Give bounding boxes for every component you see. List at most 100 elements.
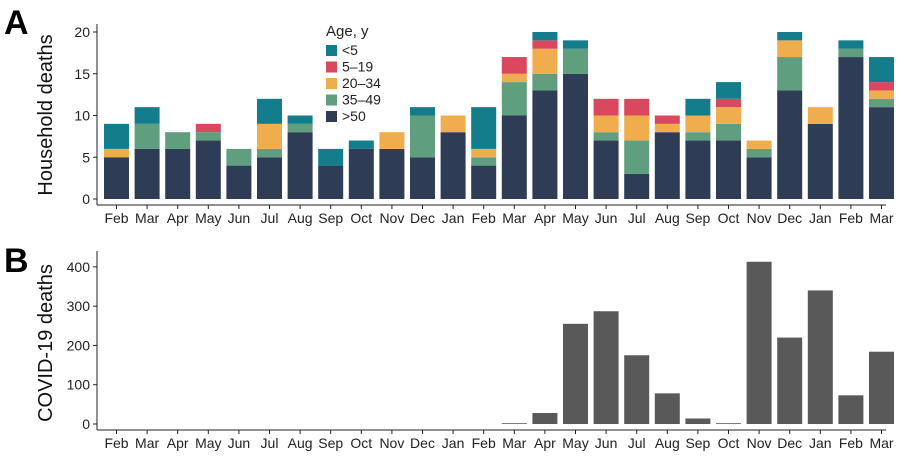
bar-segment [654,123,680,133]
y-tick-label: 20 [74,24,90,40]
bar-segment [532,73,558,91]
x-tick-label: Mar [869,210,893,226]
bar [563,323,588,424]
bar [593,311,619,424]
y-tick-label: 5 [82,149,90,165]
bar-segment [379,132,405,149]
bar-segment [563,48,588,74]
x-tick-label: Nov [747,210,772,226]
panel-b-chart: COVID-19 deaths 0 100 200 300 400 Feb Mar Apr M… [35,251,894,451]
bar-segment [654,115,680,124]
panel-a-bars [104,32,894,199]
bar-segment [134,148,160,199]
bar-segment [593,98,619,116]
bar-segment [471,165,497,199]
x-tick-label: Mar [502,435,526,451]
bar-segment [257,123,282,149]
x-tick-label: May [562,435,588,451]
bar-segment [777,57,803,91]
legend-swatch [326,111,337,122]
y-tick-label: 15 [74,66,90,82]
x-tick-label: Oct [718,210,740,226]
x-tick-label: Aug [288,210,313,226]
bar-segment [195,123,221,133]
bar-segment [257,157,282,199]
bar-segment [624,140,650,174]
bar-segment [318,148,344,166]
bar-segment [501,115,527,199]
x-tick-label: Sep [318,435,343,451]
bar-segment [869,82,894,91]
x-tick-label: Feb [104,435,128,451]
x-tick-label: Aug [288,435,313,451]
bar-segment [410,157,435,199]
bar-segment [104,123,129,149]
bar [746,261,772,424]
bar-segment [287,115,313,124]
x-tick-label: Jan [442,210,465,226]
bar-segment [716,123,741,141]
bar-segment [195,140,221,199]
legend-swatch [326,45,337,56]
bar-segment [746,157,772,199]
panel-a-y-axis-title: Household deaths [35,34,57,195]
bar [532,413,558,424]
bar [838,395,864,424]
bar-segment [654,132,680,199]
x-tick-label: May [195,210,221,226]
bar [654,393,680,424]
bar-segment [532,40,558,49]
bar-segment [501,82,527,116]
bar-segment [746,140,772,149]
x-tick-label: Oct [350,435,372,451]
x-tick-label: Feb [472,210,496,226]
x-tick-label: Mar [135,435,159,451]
x-tick-label: Sep [685,210,710,226]
bar-segment [501,73,527,83]
bar-segment [195,132,221,141]
bar-segment [716,107,741,124]
x-tick-label: Nov [379,210,404,226]
bar-segment [165,132,191,149]
panel-a-x-ticks: Feb Mar Apr May Jun Jul Aug Sep Oct Nov Dec Jan Feb M… [97,204,894,226]
bar [869,351,894,424]
bar-segment [685,115,711,133]
x-tick-label: Jul [628,210,646,226]
x-tick-label: Apr [534,435,556,451]
bar [716,423,741,425]
panel-a-chart: Household deaths 0 5 10 15 20 Feb Mar Apr May Ju… [35,23,894,226]
bar-segment [134,107,160,124]
x-tick-label: Aug [655,210,680,226]
bar-segment [685,132,711,141]
x-tick-label: Mar [502,210,526,226]
bar-segment [624,115,650,141]
bar [807,290,833,424]
panel-b-letter: B [4,242,29,280]
panel-a-letter: A [4,4,29,42]
bar-segment [685,140,711,199]
bar-segment [226,165,252,199]
bar-segment [104,157,129,199]
x-tick-label: Jun [595,210,618,226]
bar-segment [777,90,803,199]
x-tick-label: Jun [228,435,251,451]
legend-label: 35–49 [342,92,381,108]
x-tick-label: Aug [655,435,680,451]
bar-segment [532,48,558,74]
bar-segment [807,123,833,199]
y-tick-label: 10 [74,108,90,124]
bar [777,337,803,424]
x-tick-label: Jul [261,210,279,226]
x-tick-label: Jun [595,435,618,451]
x-tick-label: May [562,210,588,226]
x-tick-label: Dec [410,210,435,226]
x-tick-label: Mar [135,210,159,226]
bar-segment [226,148,252,166]
x-tick-label: Sep [318,210,343,226]
bar-segment [257,98,282,124]
bar [624,355,650,424]
bar-segment [287,132,313,199]
legend-swatch [326,78,337,89]
panel-b-x-ticks: Feb Mar Apr May Jun Jul Aug Sep Oct Nov Dec Jan Feb M… [97,429,894,451]
bar-segment [104,148,129,158]
